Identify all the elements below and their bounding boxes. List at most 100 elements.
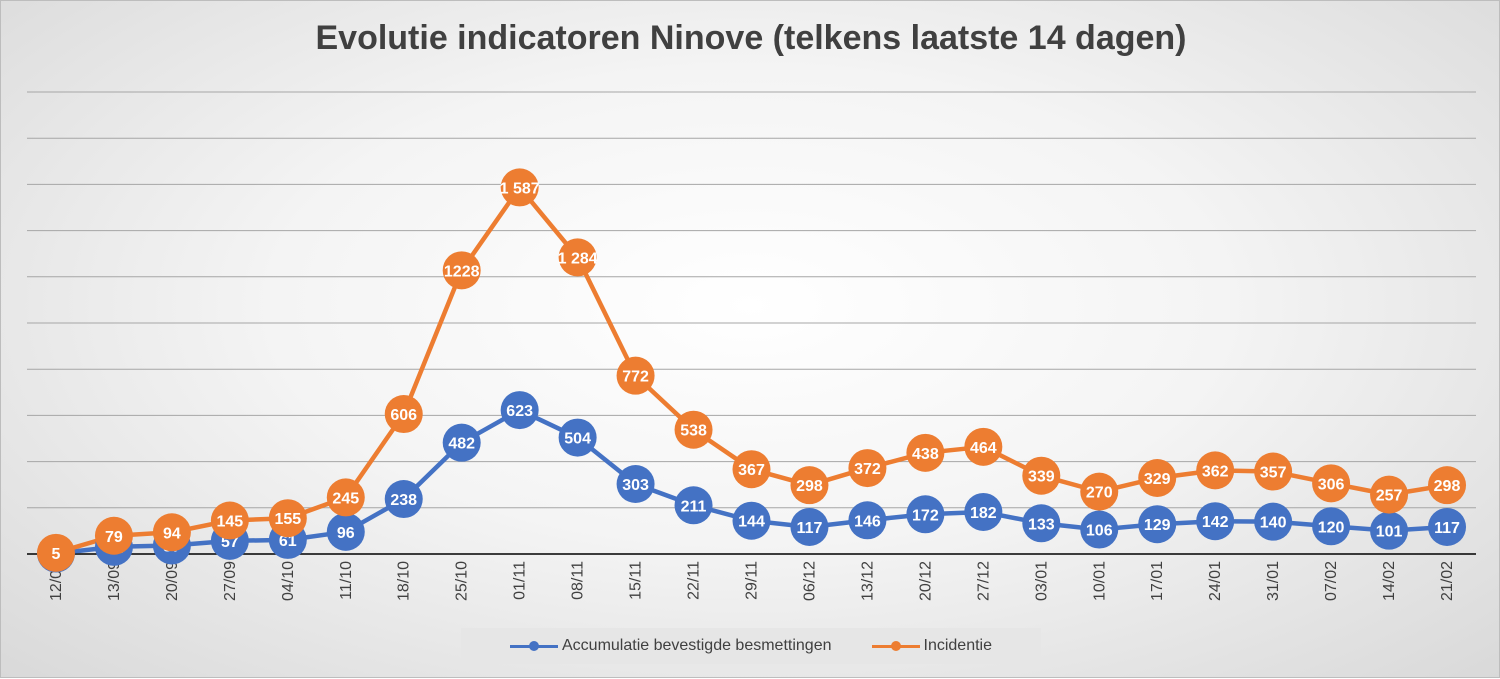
data-label-1: 245 bbox=[332, 490, 359, 507]
data-point-1 bbox=[210, 501, 249, 540]
data-label-1: 329 bbox=[1144, 471, 1171, 488]
data-point-0 bbox=[1370, 511, 1409, 550]
data-label-0: 146 bbox=[854, 513, 881, 530]
x-tick-label: 11/10 bbox=[338, 561, 355, 600]
x-tick-label: 01/11 bbox=[512, 561, 529, 600]
data-label-1: 372 bbox=[854, 461, 881, 478]
data-point-0 bbox=[384, 480, 423, 519]
data-label-0: 172 bbox=[912, 507, 939, 524]
data-label-1: 1 587 bbox=[500, 180, 540, 197]
data-point-1 bbox=[1428, 466, 1467, 505]
x-tick-label: 13/12 bbox=[859, 561, 876, 601]
data-label-1: 438 bbox=[912, 446, 939, 463]
data-point-1 bbox=[1370, 475, 1409, 514]
x-tick-label: 10/01 bbox=[1091, 561, 1108, 601]
series-line-1 bbox=[55, 185, 1448, 556]
x-tick-label: 21/02 bbox=[1439, 561, 1456, 601]
x-tick-label: 03/01 bbox=[1033, 561, 1050, 601]
data-label-0: 504 bbox=[564, 431, 591, 448]
data-point-0 bbox=[500, 391, 539, 430]
data-label-0: 101 bbox=[1376, 524, 1403, 541]
data-point-1 bbox=[616, 356, 655, 395]
data-point-1 bbox=[268, 499, 307, 538]
data-label-1: 257 bbox=[1376, 488, 1403, 505]
x-tick-label: 04/10 bbox=[280, 561, 297, 601]
data-label-1: 155 bbox=[274, 511, 301, 528]
x-tick-label: 27/09 bbox=[222, 561, 239, 601]
x-tick-label: 06/12 bbox=[801, 561, 818, 601]
data-point-0 bbox=[326, 512, 365, 551]
data-point-0 bbox=[732, 501, 771, 540]
data-point-1 bbox=[1312, 464, 1351, 503]
data-label-1: 367 bbox=[738, 462, 765, 479]
data-label-1: 362 bbox=[1202, 463, 1229, 480]
data-label-0: 117 bbox=[797, 520, 823, 537]
data-label-1: 464 bbox=[970, 440, 997, 457]
data-point-0 bbox=[1138, 505, 1177, 544]
x-tick-label: 15/11 bbox=[628, 561, 645, 600]
data-point-0 bbox=[616, 465, 655, 504]
data-label-0: 303 bbox=[622, 477, 649, 494]
data-label-0: 129 bbox=[1144, 517, 1171, 534]
data-point-1 bbox=[384, 395, 423, 434]
data-point-0 bbox=[1254, 502, 1293, 541]
legend-item-incidentie: Incidentie bbox=[871, 637, 992, 655]
data-point-1 bbox=[442, 251, 481, 290]
legend: Accumulatie bevestigde besmettingen Inci… bbox=[461, 628, 1041, 664]
x-tick-label: 20/12 bbox=[917, 561, 934, 601]
data-point-0 bbox=[790, 507, 829, 546]
x-tick-label: 22/11 bbox=[686, 561, 703, 600]
x-tick-label: 18/10 bbox=[396, 561, 413, 601]
data-point-1 bbox=[790, 466, 829, 505]
data-label-0: 238 bbox=[390, 492, 417, 509]
x-tick-label: 29/11 bbox=[744, 561, 761, 600]
x-tick-label: 20/09 bbox=[164, 561, 181, 601]
data-label-1: 5 bbox=[52, 546, 61, 563]
data-label-0: 117 bbox=[1434, 520, 1460, 537]
data-point-1 bbox=[36, 533, 75, 572]
data-label-1: 306 bbox=[1318, 476, 1345, 493]
data-point-1 bbox=[1138, 459, 1177, 498]
x-tick-label: 08/11 bbox=[570, 561, 587, 600]
data-label-1: 772 bbox=[622, 369, 649, 386]
data-label-1: 1 284 bbox=[558, 250, 598, 267]
legend-item-accumulatie: Accumulatie bevestigde besmettingen bbox=[510, 637, 832, 655]
data-point-0 bbox=[674, 486, 713, 525]
data-point-1 bbox=[732, 450, 771, 489]
x-tick-label: 25/10 bbox=[454, 561, 471, 601]
x-tick-label: 14/02 bbox=[1381, 561, 1398, 601]
x-tick-label: 13/09 bbox=[106, 561, 123, 601]
data-label-1: 339 bbox=[1028, 469, 1055, 486]
data-point-0 bbox=[442, 423, 481, 462]
x-tick-label: 07/02 bbox=[1323, 561, 1340, 601]
data-point-0 bbox=[1022, 504, 1061, 543]
data-label-0: 61 bbox=[279, 533, 297, 550]
data-point-0 bbox=[1428, 507, 1467, 546]
data-point-1 bbox=[94, 516, 133, 555]
data-label-0: 211 bbox=[681, 498, 707, 515]
data-label-1: 270 bbox=[1086, 485, 1113, 502]
data-label-1: 79 bbox=[105, 529, 123, 546]
data-point-1 bbox=[500, 168, 539, 207]
data-point-1 bbox=[964, 427, 1003, 466]
data-point-1 bbox=[1080, 472, 1119, 511]
data-point-1 bbox=[152, 513, 191, 552]
data-point-1 bbox=[674, 410, 713, 449]
data-point-1 bbox=[326, 478, 365, 517]
legend-marker-orange bbox=[871, 641, 920, 651]
data-point-0 bbox=[906, 495, 945, 534]
data-label-0: 482 bbox=[448, 436, 475, 453]
data-label-0: 142 bbox=[1202, 514, 1229, 531]
data-label-1: 298 bbox=[1434, 478, 1461, 495]
x-tick-label: 24/01 bbox=[1207, 561, 1224, 601]
data-label-1: 94 bbox=[163, 525, 181, 542]
legend-marker-blue bbox=[510, 641, 558, 651]
data-point-0 bbox=[1080, 510, 1119, 549]
data-label-1: 298 bbox=[796, 478, 823, 495]
x-tick-label: 17/01 bbox=[1149, 561, 1166, 601]
data-point-0 bbox=[1312, 507, 1351, 546]
data-label-0: 120 bbox=[1318, 519, 1345, 536]
data-label-1: 145 bbox=[217, 514, 244, 531]
